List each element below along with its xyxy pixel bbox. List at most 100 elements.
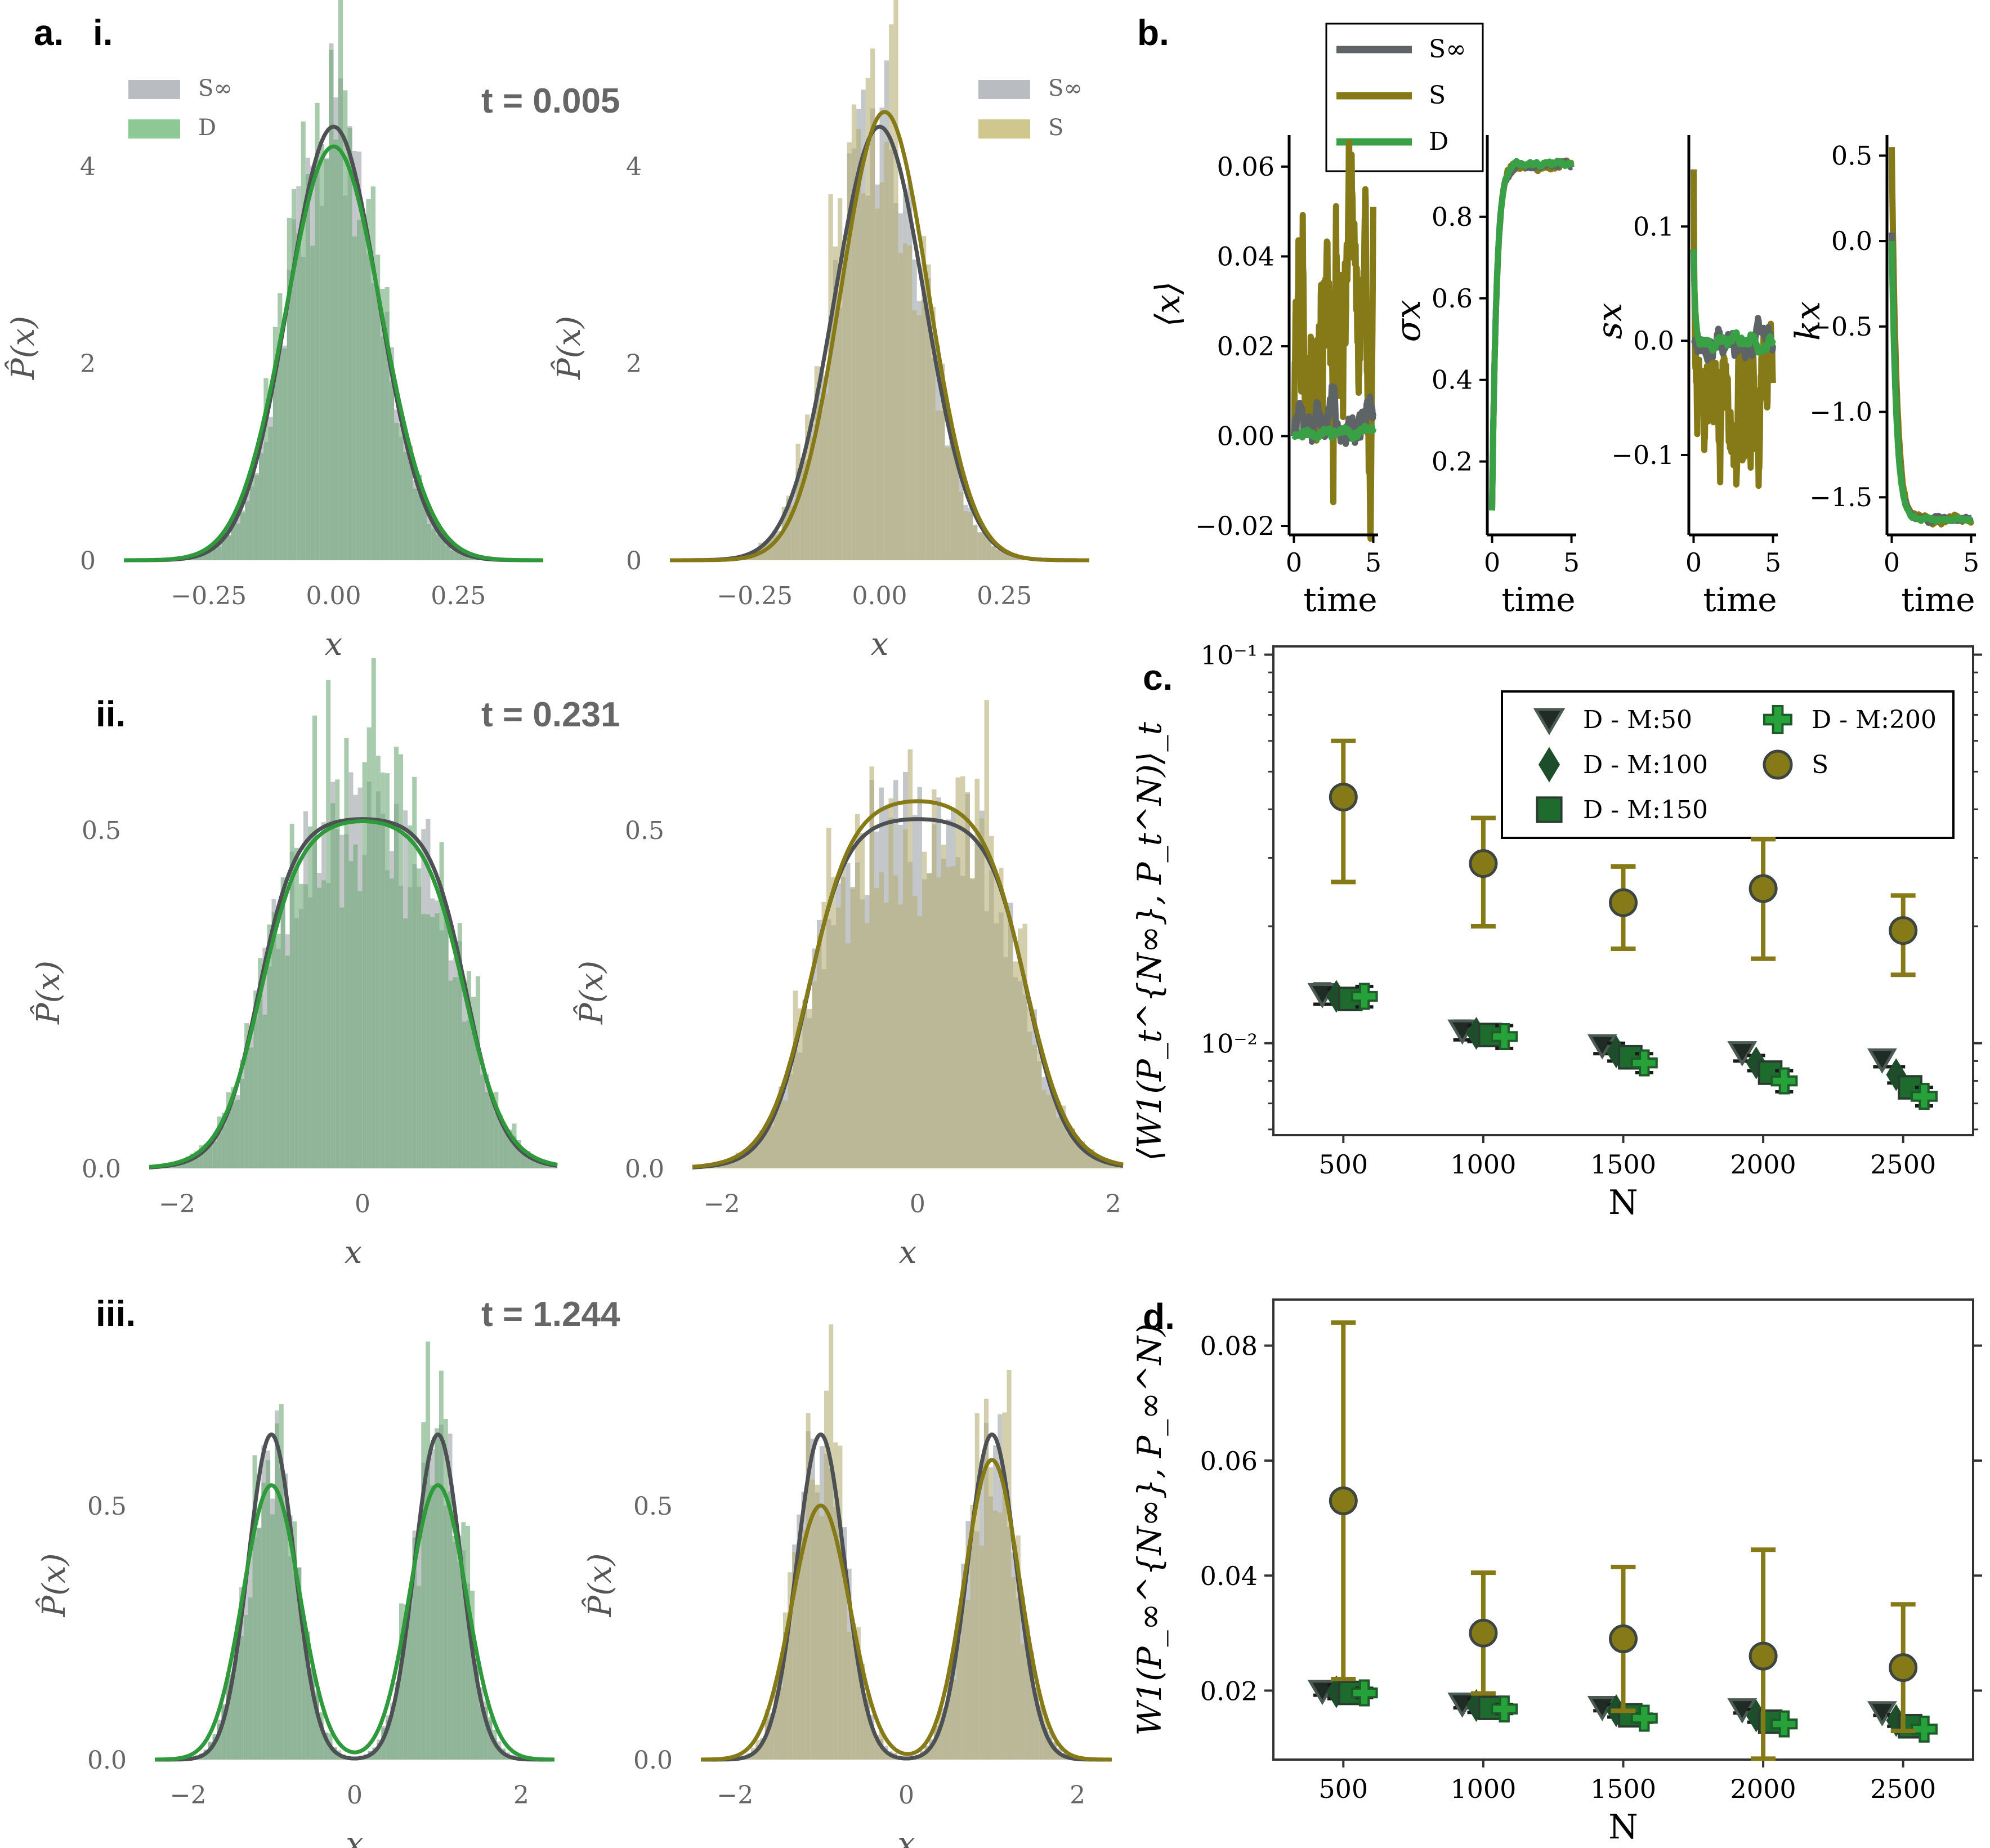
- y-tick-label: 0.02: [1217, 331, 1275, 361]
- hist-bar-d: [384, 773, 390, 1168]
- hist-bar-s: [998, 1512, 1003, 1760]
- hist-bar-d: [389, 381, 395, 560]
- x-tick-label: 0.25: [977, 582, 1032, 610]
- hist-bar-s: [889, 24, 894, 560]
- hist-bar-d: [430, 1485, 435, 1760]
- hist-bar-d: [356, 219, 362, 560]
- hist-bar-s: [819, 1516, 824, 1760]
- hist-bar-d: [283, 1518, 288, 1760]
- hist-bar-s: [1030, 1658, 1035, 1760]
- hist-bar-d: [239, 1636, 244, 1760]
- hist-bar-s: [836, 907, 841, 1168]
- hist-bar-s: [869, 766, 874, 1168]
- hist-bar-d: [399, 1603, 404, 1760]
- hist-bar-s: [870, 1728, 875, 1760]
- hist-bar-s: [974, 1413, 980, 1760]
- hist-bar-s: [759, 1133, 764, 1168]
- hist-bar-d: [194, 557, 199, 560]
- hist-bar-s: [846, 943, 851, 1168]
- hist-bar-d: [231, 519, 236, 560]
- series-line-d: [1291, 422, 1376, 443]
- hist-bar-d: [297, 1567, 302, 1760]
- hist-bar-d: [534, 1158, 539, 1168]
- hist-bar-s: [856, 128, 861, 561]
- hist-bar-s: [788, 1068, 793, 1168]
- legend-c: D - M:50 D - M:100 D - M:150 D - M:200 S: [1501, 690, 1955, 839]
- hist-bar-s: [916, 315, 922, 560]
- hist-bar-d: [329, 50, 334, 561]
- hist-bar-d: [352, 236, 357, 561]
- y-axis-label: sx: [1590, 303, 1630, 340]
- hist-bar-d: [483, 1707, 488, 1760]
- hist-bar-s: [977, 533, 982, 560]
- marker-s: [1469, 849, 1498, 878]
- hist-bar-s: [973, 525, 978, 560]
- hist-bar-d: [292, 189, 297, 560]
- hist-bar-s: [1027, 1006, 1032, 1168]
- hist-bar-d: [381, 1728, 386, 1760]
- x-tick-label: 0: [1884, 547, 1900, 578]
- hist-bar-d: [321, 880, 327, 1168]
- hist-bar-d: [248, 1597, 253, 1760]
- marker-d-m200: [1350, 1679, 1378, 1707]
- hist-bar-d: [339, 907, 345, 1168]
- x-tick-label: 0.00: [852, 582, 907, 610]
- hist-bar-s: [980, 818, 985, 1168]
- hist-bar-d: [389, 878, 394, 1168]
- hist-bar-s: [831, 877, 836, 1168]
- hist-bar-s: [815, 1484, 820, 1760]
- hist-bar-d: [317, 887, 322, 1168]
- hist-bar-d: [361, 216, 366, 560]
- y-tick-label: 0.4: [1432, 365, 1473, 395]
- chart-a-i-left: −0.25 0.00 0.25 0 2 4 x P̂(x): [4, 0, 544, 663]
- marker-s: [1763, 749, 1793, 780]
- hist-bar-s: [1007, 1369, 1012, 1760]
- x-axis-label: time: [1703, 581, 1777, 619]
- legend-swatch-s-inf: [128, 80, 180, 99]
- legend-c-label-m200: D - M:200: [1812, 706, 1937, 734]
- hist-bar-d: [262, 1015, 267, 1168]
- y-tick-label: 0.5: [82, 816, 121, 845]
- marker-s: [1329, 1486, 1358, 1515]
- hist-bar-d: [278, 293, 283, 560]
- marker-s: [1889, 1653, 1918, 1682]
- y-tick-label: 0: [626, 547, 642, 575]
- x-tick-label: 2: [513, 1781, 529, 1810]
- chart-a-ii-left: −2 0 0.0 0.5 x P̂(x): [29, 658, 558, 1271]
- hist-bar-s: [926, 264, 931, 560]
- hist-bar-s: [851, 1623, 856, 1760]
- x-axis-label: time: [1501, 581, 1575, 619]
- hist-bar-d: [310, 245, 315, 560]
- y-tick-label: 10⁻¹: [1201, 640, 1258, 671]
- series-lines: [1691, 169, 1776, 489]
- series-lines: [1489, 157, 1575, 511]
- hist-bar-s: [847, 1631, 852, 1760]
- hist-bar-d: [226, 1092, 231, 1168]
- hist-bar-d: [408, 445, 413, 560]
- hist-bar-d: [326, 680, 331, 1168]
- marker-d-m100: [1538, 747, 1560, 783]
- hist-bar-d: [375, 255, 381, 560]
- hist-bar-s: [1057, 1752, 1062, 1760]
- chart-b-skew: 0 5 −0.1 0.0 0.1 time sx: [1590, 135, 1781, 619]
- hist-bar-s: [927, 873, 932, 1168]
- hist-bar-s: [994, 877, 999, 1168]
- x-tick-label: 0: [1286, 547, 1302, 578]
- hist-bar-s: [778, 1687, 783, 1760]
- hist-bar-d: [408, 1590, 413, 1760]
- x-tick-label: 2: [1070, 1781, 1085, 1810]
- hist-bar-s: [913, 896, 918, 1168]
- hist-bar-d: [485, 1092, 490, 1168]
- hist-bar-d: [399, 754, 404, 1168]
- hist-bar-s: [772, 535, 777, 560]
- hist-bar-s: [1032, 1044, 1037, 1168]
- hist-bar-s: [984, 700, 989, 1168]
- hist-bar-d: [403, 1604, 408, 1760]
- hist-bar-d: [240, 1078, 245, 1168]
- hist-bar-d: [249, 467, 254, 560]
- y-tick-label: 0.06: [1217, 151, 1275, 182]
- hist-bar-d: [394, 747, 399, 1168]
- y-tick-label: 2: [626, 350, 642, 378]
- x-tick-label: 0: [1685, 547, 1702, 578]
